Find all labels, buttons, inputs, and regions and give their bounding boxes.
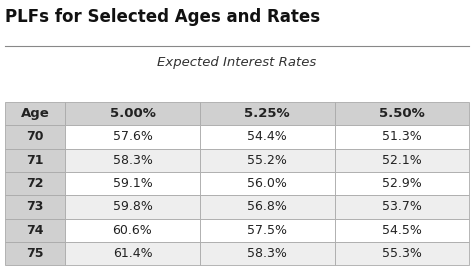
Text: PLFs for Selected Ages and Rates: PLFs for Selected Ages and Rates: [5, 8, 320, 26]
Bar: [65, 242, 200, 265]
Bar: [335, 195, 469, 219]
Text: 55.2%: 55.2%: [247, 154, 287, 167]
Text: 71: 71: [26, 154, 44, 167]
Bar: [65, 148, 200, 172]
Text: 5.25%: 5.25%: [245, 107, 290, 120]
Bar: [200, 148, 335, 172]
Text: Expected Interest Rates: Expected Interest Rates: [157, 56, 317, 69]
Bar: [5, 102, 65, 125]
Bar: [200, 242, 335, 265]
Text: 60.6%: 60.6%: [113, 224, 152, 237]
Bar: [5, 219, 65, 242]
Text: 56.8%: 56.8%: [247, 200, 287, 213]
Bar: [335, 102, 469, 125]
Bar: [335, 172, 469, 195]
Text: 57.6%: 57.6%: [112, 130, 153, 143]
Text: 57.5%: 57.5%: [247, 224, 287, 237]
Text: 72: 72: [26, 177, 44, 190]
Text: 5.50%: 5.50%: [379, 107, 425, 120]
Bar: [65, 102, 200, 125]
Text: 54.4%: 54.4%: [247, 130, 287, 143]
Text: 59.1%: 59.1%: [113, 177, 152, 190]
Text: 5.00%: 5.00%: [109, 107, 155, 120]
Text: 75: 75: [26, 247, 44, 260]
Text: 53.7%: 53.7%: [382, 200, 422, 213]
Text: 52.9%: 52.9%: [382, 177, 422, 190]
Bar: [335, 242, 469, 265]
Bar: [200, 172, 335, 195]
Bar: [5, 242, 65, 265]
Text: 56.0%: 56.0%: [247, 177, 287, 190]
Bar: [200, 102, 335, 125]
Bar: [5, 172, 65, 195]
Bar: [65, 172, 200, 195]
Bar: [65, 195, 200, 219]
Text: 52.1%: 52.1%: [382, 154, 422, 167]
Bar: [5, 148, 65, 172]
Text: 59.8%: 59.8%: [112, 200, 153, 213]
Text: 74: 74: [26, 224, 44, 237]
Text: Age: Age: [20, 107, 49, 120]
Text: 51.3%: 51.3%: [382, 130, 422, 143]
Bar: [5, 195, 65, 219]
Bar: [200, 219, 335, 242]
Bar: [200, 195, 335, 219]
Bar: [65, 125, 200, 148]
Bar: [335, 125, 469, 148]
Text: 54.5%: 54.5%: [382, 224, 422, 237]
Bar: [65, 219, 200, 242]
Text: 70: 70: [26, 130, 44, 143]
Text: 58.3%: 58.3%: [112, 154, 153, 167]
Text: 58.3%: 58.3%: [247, 247, 287, 260]
Bar: [335, 219, 469, 242]
Bar: [200, 125, 335, 148]
Text: 73: 73: [26, 200, 44, 213]
Bar: [335, 148, 469, 172]
Bar: [5, 125, 65, 148]
Text: 61.4%: 61.4%: [113, 247, 152, 260]
Text: 55.3%: 55.3%: [382, 247, 422, 260]
